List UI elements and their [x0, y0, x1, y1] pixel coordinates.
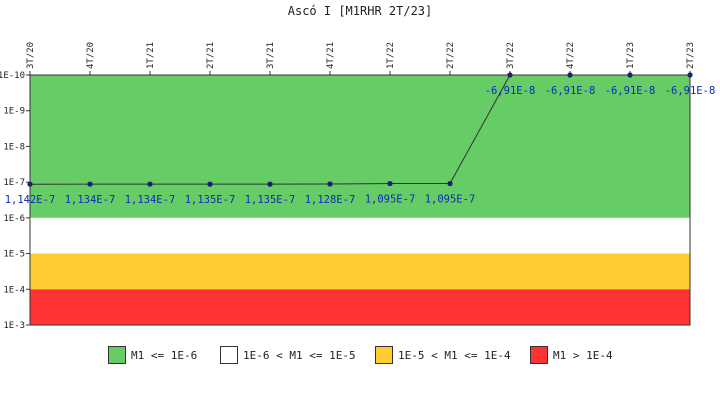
y-tick-label: 1E-10 [0, 71, 25, 81]
data-label: 1,128E-7 [305, 194, 356, 206]
plot-frame [29, 74, 691, 326]
legend-swatch [530, 346, 548, 364]
data-label: 1,134E-7 [65, 194, 116, 206]
data-point [327, 181, 333, 187]
legend-item: M1 > 1E-4 [530, 344, 613, 366]
legend-label: 1E-6 < M1 <= 1E-5 [243, 348, 356, 362]
data-point [387, 180, 393, 187]
data-label: -6,91E-8 [545, 85, 596, 97]
chart-title: Ascó I [M1RHR 2T/23] [288, 4, 433, 18]
x-axis: 3T/20 4T/20 1T/21 2T/21 3T/21 4T/21 1T/22 2T/22… [26, 42, 696, 75]
data-label: 1,134E-7 [125, 194, 176, 206]
data-label: 1,095E-7 [365, 194, 416, 206]
band-0 [30, 75, 690, 218]
x-tick-label: 1T/22 [386, 42, 396, 69]
x-tick-label: 1T/21 [146, 42, 156, 69]
legend-item: 1E-6 < M1 <= 1E-5 [220, 344, 356, 366]
x-tick-label: 3T/22 [506, 42, 516, 69]
x-tick-label: 1T/23 [626, 42, 636, 69]
legend-swatch [375, 346, 393, 364]
x-tick-label: 3T/20 [26, 42, 36, 69]
band-3 [30, 289, 690, 325]
legend-label: M1 > 1E-4 [553, 348, 613, 362]
data-point [267, 181, 273, 187]
data-point [207, 181, 213, 187]
legend-item: 1E-5 < M1 <= 1E-4 [375, 344, 511, 366]
band-2 [30, 253, 690, 290]
band-1 [30, 217, 690, 254]
y-tick-label: 1E-7 [3, 178, 25, 188]
legend-swatch [108, 346, 126, 364]
y-tick-label: 1E-4 [3, 285, 25, 295]
y-tick-label: 1E-9 [3, 107, 25, 117]
y-tick-label: 1E-8 [3, 142, 25, 152]
legend-swatch [220, 346, 238, 364]
x-tick-label: 3T/21 [266, 42, 276, 69]
x-tick-label: 2T/21 [206, 42, 216, 69]
data-label: 1,135E-7 [245, 194, 296, 206]
data-label: 1,095E-7 [425, 194, 476, 206]
data-point [147, 181, 153, 187]
x-tick-label: 2T/23 [686, 42, 696, 69]
x-tick-label: 4T/21 [326, 42, 336, 69]
data-label: 1,135E-7 [185, 194, 236, 206]
x-tick-label: 2T/22 [446, 42, 456, 69]
legend: M1 <= 1E-6 1E-6 < M1 <= 1E-5 1E-5 < M1 <= … [0, 344, 720, 368]
x-tick-label: 4T/22 [566, 42, 576, 69]
data-label: -6,91E-8 [605, 85, 656, 97]
y-tick-label: 1E-5 [3, 250, 25, 260]
data-labels: 1,142E-7 1,134E-7 1,134E-7 1,135E-7 1,135E-7… [5, 85, 716, 206]
y-tick-label: 1E-3 [3, 321, 25, 331]
legend-item: M1 <= 1E-6 [108, 344, 197, 366]
legend-label: M1 <= 1E-6 [131, 348, 198, 362]
x-tick-label: 4T/20 [86, 42, 96, 69]
data-point [87, 181, 93, 187]
y-tick-label: 1E-6 [3, 214, 25, 224]
legend-label: 1E-5 < M1 <= 1E-4 [398, 348, 511, 362]
y-axis: 1E-10 1E-9 1E-8 1E-7 1E-6 1E-5 1E-4 1E-3 [0, 71, 30, 331]
data-label: -6,91E-8 [485, 85, 536, 97]
risk-bands [30, 75, 690, 325]
data-point [447, 180, 453, 187]
